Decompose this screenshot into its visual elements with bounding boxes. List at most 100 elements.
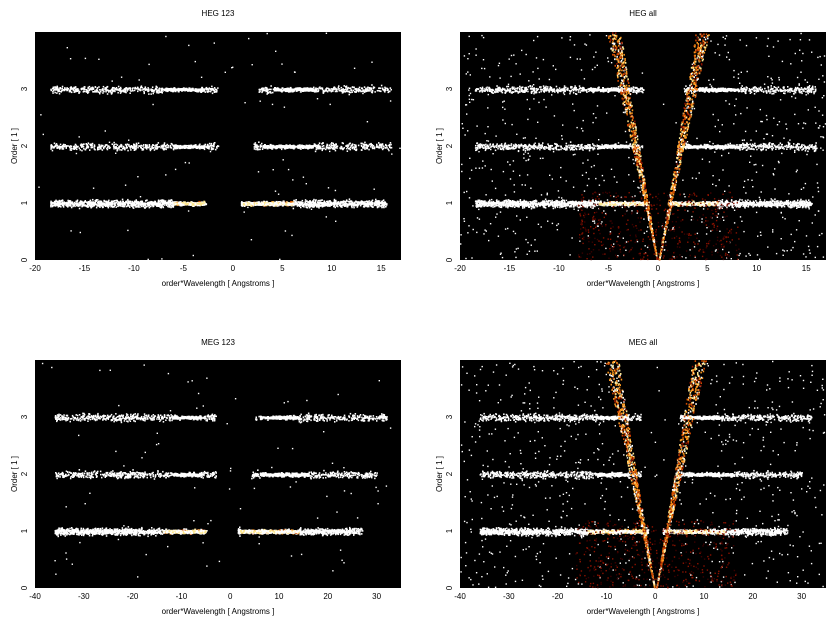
count-cell	[100, 205, 102, 207]
count-cell	[505, 228, 506, 229]
count-cell	[382, 143, 384, 145]
count-cell	[626, 241, 627, 242]
count-cell	[291, 145, 293, 147]
count-cell	[258, 141, 260, 143]
count-cell	[159, 88, 161, 90]
count-cell	[158, 205, 160, 207]
count-cell	[188, 45, 189, 46]
count-cell	[335, 221, 336, 222]
count-cell	[704, 37, 705, 38]
count-cell	[143, 89, 145, 91]
count-cell	[159, 146, 161, 148]
count-cell	[488, 94, 489, 95]
count-cell	[168, 203, 170, 205]
count-cell	[104, 146, 106, 148]
count-cell	[364, 147, 366, 149]
count-cell	[256, 145, 257, 147]
count-cell	[363, 202, 365, 204]
count-cell	[523, 154, 524, 155]
count-cell	[340, 148, 342, 150]
count-cell	[722, 124, 723, 125]
count-cell	[270, 146, 272, 148]
count-cell	[743, 187, 744, 188]
count-cell	[132, 90, 134, 92]
count-cell	[811, 52, 812, 53]
count-cell	[645, 245, 646, 246]
count-cell	[348, 91, 350, 93]
count-cell	[588, 178, 589, 179]
count-cell	[806, 235, 807, 236]
count-cell	[154, 90, 156, 92]
count-cell	[322, 88, 324, 90]
count-cell	[132, 202, 134, 204]
count-cell	[744, 181, 745, 182]
count-cell	[812, 196, 813, 197]
count-cell	[94, 90, 96, 92]
count-cell	[525, 184, 526, 185]
count-cell	[815, 257, 816, 258]
count-cell	[781, 153, 782, 154]
count-cell	[362, 147, 364, 149]
count-cell	[190, 146, 192, 148]
count-cell	[692, 177, 693, 178]
count-cell	[533, 98, 534, 99]
count-cell	[89, 149, 91, 151]
count-cell	[90, 88, 92, 90]
count-cell	[592, 122, 593, 123]
count-cell	[109, 147, 111, 149]
count-cell	[825, 123, 826, 124]
count-cell	[509, 164, 510, 165]
count-cell	[464, 134, 465, 135]
count-cell	[308, 90, 310, 92]
count-cell	[330, 90, 332, 92]
count-cell	[318, 200, 320, 202]
count-cell	[595, 117, 596, 118]
count-cell	[92, 87, 94, 89]
count-cell	[94, 144, 96, 146]
count-cell	[488, 240, 489, 241]
count-cell	[809, 208, 810, 209]
panel-title: HEG all	[629, 9, 657, 18]
count-cell	[495, 188, 496, 189]
count-cell	[57, 205, 59, 207]
count-cell	[374, 205, 376, 207]
count-cell	[694, 108, 695, 109]
count-cell	[344, 89, 346, 91]
count-cell	[628, 157, 629, 158]
count-cell	[319, 142, 321, 144]
count-cell	[50, 204, 52, 206]
count-cell	[63, 144, 65, 146]
count-cell	[81, 203, 83, 205]
x-tick-label: 0	[231, 264, 236, 273]
count-cell	[165, 36, 166, 37]
count-cell	[722, 217, 723, 218]
count-cell	[115, 89, 117, 91]
count-cell	[472, 205, 473, 206]
count-cell	[107, 206, 109, 208]
count-cell	[728, 52, 729, 53]
count-cell	[335, 150, 337, 152]
count-cell	[736, 98, 737, 99]
count-cell	[464, 192, 465, 193]
count-cell	[750, 156, 751, 157]
count-cell	[368, 206, 370, 208]
count-cell	[564, 94, 565, 95]
x-tick-label: 5	[280, 264, 285, 273]
count-cell	[308, 147, 310, 149]
count-cell	[473, 229, 474, 230]
panel-title: HEG 123	[202, 9, 235, 18]
count-cell	[108, 205, 110, 207]
count-cell	[723, 220, 724, 221]
count-cell	[597, 154, 598, 155]
count-cell	[773, 118, 774, 119]
count-cell	[149, 144, 151, 146]
count-cell	[632, 159, 633, 160]
count-cell	[483, 37, 484, 38]
count-cell	[105, 144, 107, 146]
count-cell	[471, 257, 472, 258]
count-cell	[305, 199, 307, 201]
count-cell	[243, 204, 245, 206]
count-cell	[543, 99, 544, 100]
count-cell	[330, 147, 332, 149]
count-cell	[148, 259, 149, 260]
